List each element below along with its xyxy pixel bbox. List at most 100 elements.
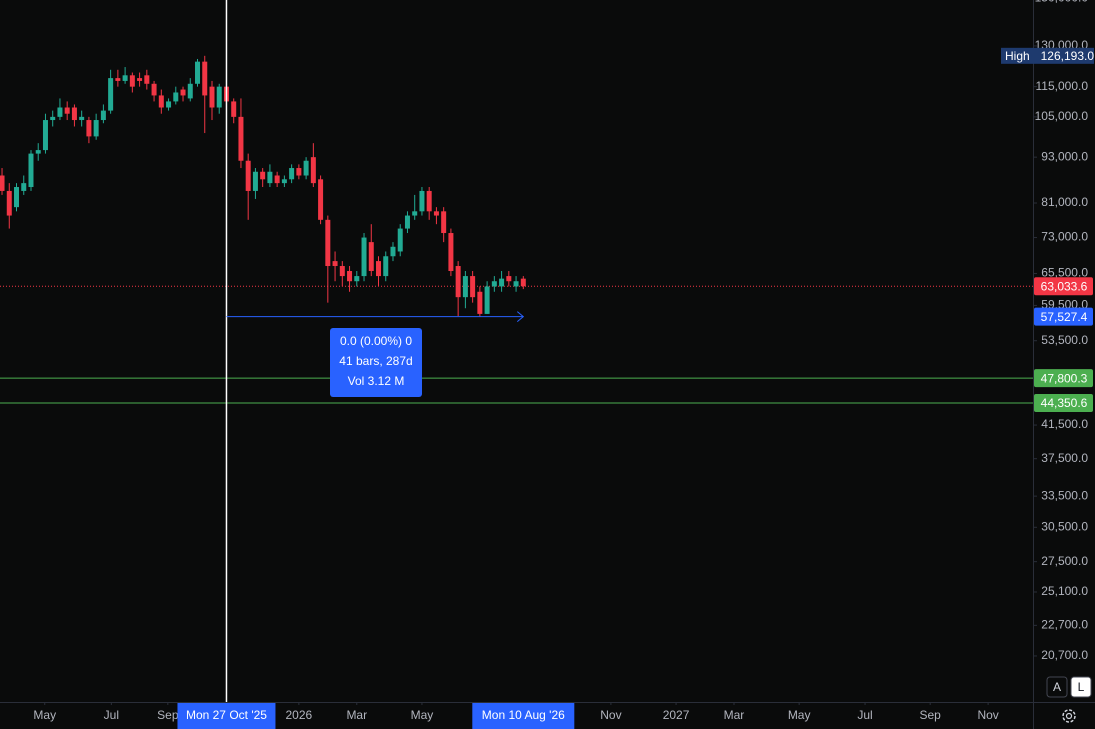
candle-body [289,168,295,180]
y-tick-label: 30,500.0 [1041,519,1088,533]
candle-body [448,233,454,272]
scale-button[interactable]: A [1046,676,1068,698]
price-tag [1034,369,1093,388]
candle-body [361,237,367,277]
y-tick-label: 115,000.0 [1036,79,1089,93]
candle-body [115,78,121,81]
candle-body [35,150,41,154]
x-tick-label: Nov [600,708,621,722]
price-tag-label: 44,350.6 [1041,396,1088,410]
candle-body [296,168,302,176]
candle-body [390,246,396,257]
candle-body [441,211,447,234]
candle-body [6,190,12,216]
x-tick-label: Jul [104,708,119,722]
candle-body [419,190,425,212]
candle-body [137,78,143,81]
measure-text: 0.0 (0.00%) 0 [340,334,412,348]
candle-body [158,95,164,108]
candle-body [231,101,237,117]
candle-body [455,266,461,298]
candle-body [14,187,20,208]
x-tick-label: Mar [724,708,745,722]
button-bg [1046,676,1068,698]
candle-body [173,92,179,102]
gear-hub [1065,712,1073,720]
x-tick-label: Nov [977,708,998,722]
y-tick-label: 65,500.0 [1041,266,1088,280]
time-tag-label: Mon 10 Aug '26 [482,708,565,722]
candle-body [376,261,382,277]
y-tick-label: 93,000.0 [1041,149,1088,163]
candle-body [499,278,505,287]
y-tick-label: 105,000.0 [1035,109,1089,123]
candle-body [477,291,483,314]
candle-body [310,157,316,184]
candle-body [0,175,5,191]
time-tag-label: Mon 27 Oct '25 [186,708,267,722]
measure-text: 41 bars, 287d [339,354,412,368]
candle-body [86,120,92,137]
settings-icon[interactable] [1062,709,1076,723]
candle-body [506,276,512,282]
y-tick-label: 33,500.0 [1041,488,1088,502]
candle-body [144,75,150,84]
candle-body [209,86,215,108]
y-tick-label: 20,700.0 [1041,648,1088,662]
measure-arrowhead [516,311,525,323]
y-tick-label: 37,500.0 [1041,451,1088,465]
candle-body [28,153,34,188]
candle-body [484,286,490,314]
candle-body [433,211,439,216]
candle-body [303,160,309,176]
y-tick-label: 25,100.0 [1041,584,1088,598]
y-tick-label: 41,500.0 [1041,417,1088,431]
candle-body [180,89,186,96]
candle-body [404,215,410,229]
candle-body [151,83,157,96]
x-tick-label: 2026 [286,708,313,722]
price-tag [1034,393,1093,412]
y-tick-label: 81,000.0 [1041,195,1088,209]
button-bg [1070,676,1092,698]
candle-body [520,278,526,287]
button-label: L [1078,680,1085,694]
high-tag [1001,47,1094,64]
candle-body [260,171,266,180]
x-tick-label: Sep [920,708,942,722]
x-tick-label: 2027 [663,708,690,722]
candle-body [383,256,389,277]
candle-body [281,179,287,184]
time-tag [472,703,575,729]
x-tick-label: Jul [857,708,872,722]
candle-body [332,261,338,267]
candle-body [245,160,251,191]
candle-body [412,211,418,216]
high-label: High [1005,49,1030,63]
x-tick-label: Sep [157,708,179,722]
candle-body [513,281,519,287]
candle-body [166,101,172,108]
measure-box [330,328,422,397]
candle-body [491,281,497,287]
candle-body [318,179,324,220]
candle-body [100,110,106,121]
candle-body [252,171,258,191]
candle-body [462,276,468,298]
candle-body [71,107,77,121]
candle-body [21,183,27,191]
scale-button[interactable]: L [1070,676,1092,698]
candle-body [325,219,331,267]
price-tag-label: 63,033.6 [1041,279,1088,293]
y-tick-label: 22,700.0 [1041,618,1088,632]
candle-body [195,61,201,84]
candle-body [50,116,56,121]
y-tick-label: 27,500.0 [1041,554,1088,568]
candle-body [122,75,128,81]
measure-text: Vol 3.12 M [348,374,405,388]
candle-body [426,190,432,212]
candle-body [79,116,85,121]
time-tag [177,703,276,729]
